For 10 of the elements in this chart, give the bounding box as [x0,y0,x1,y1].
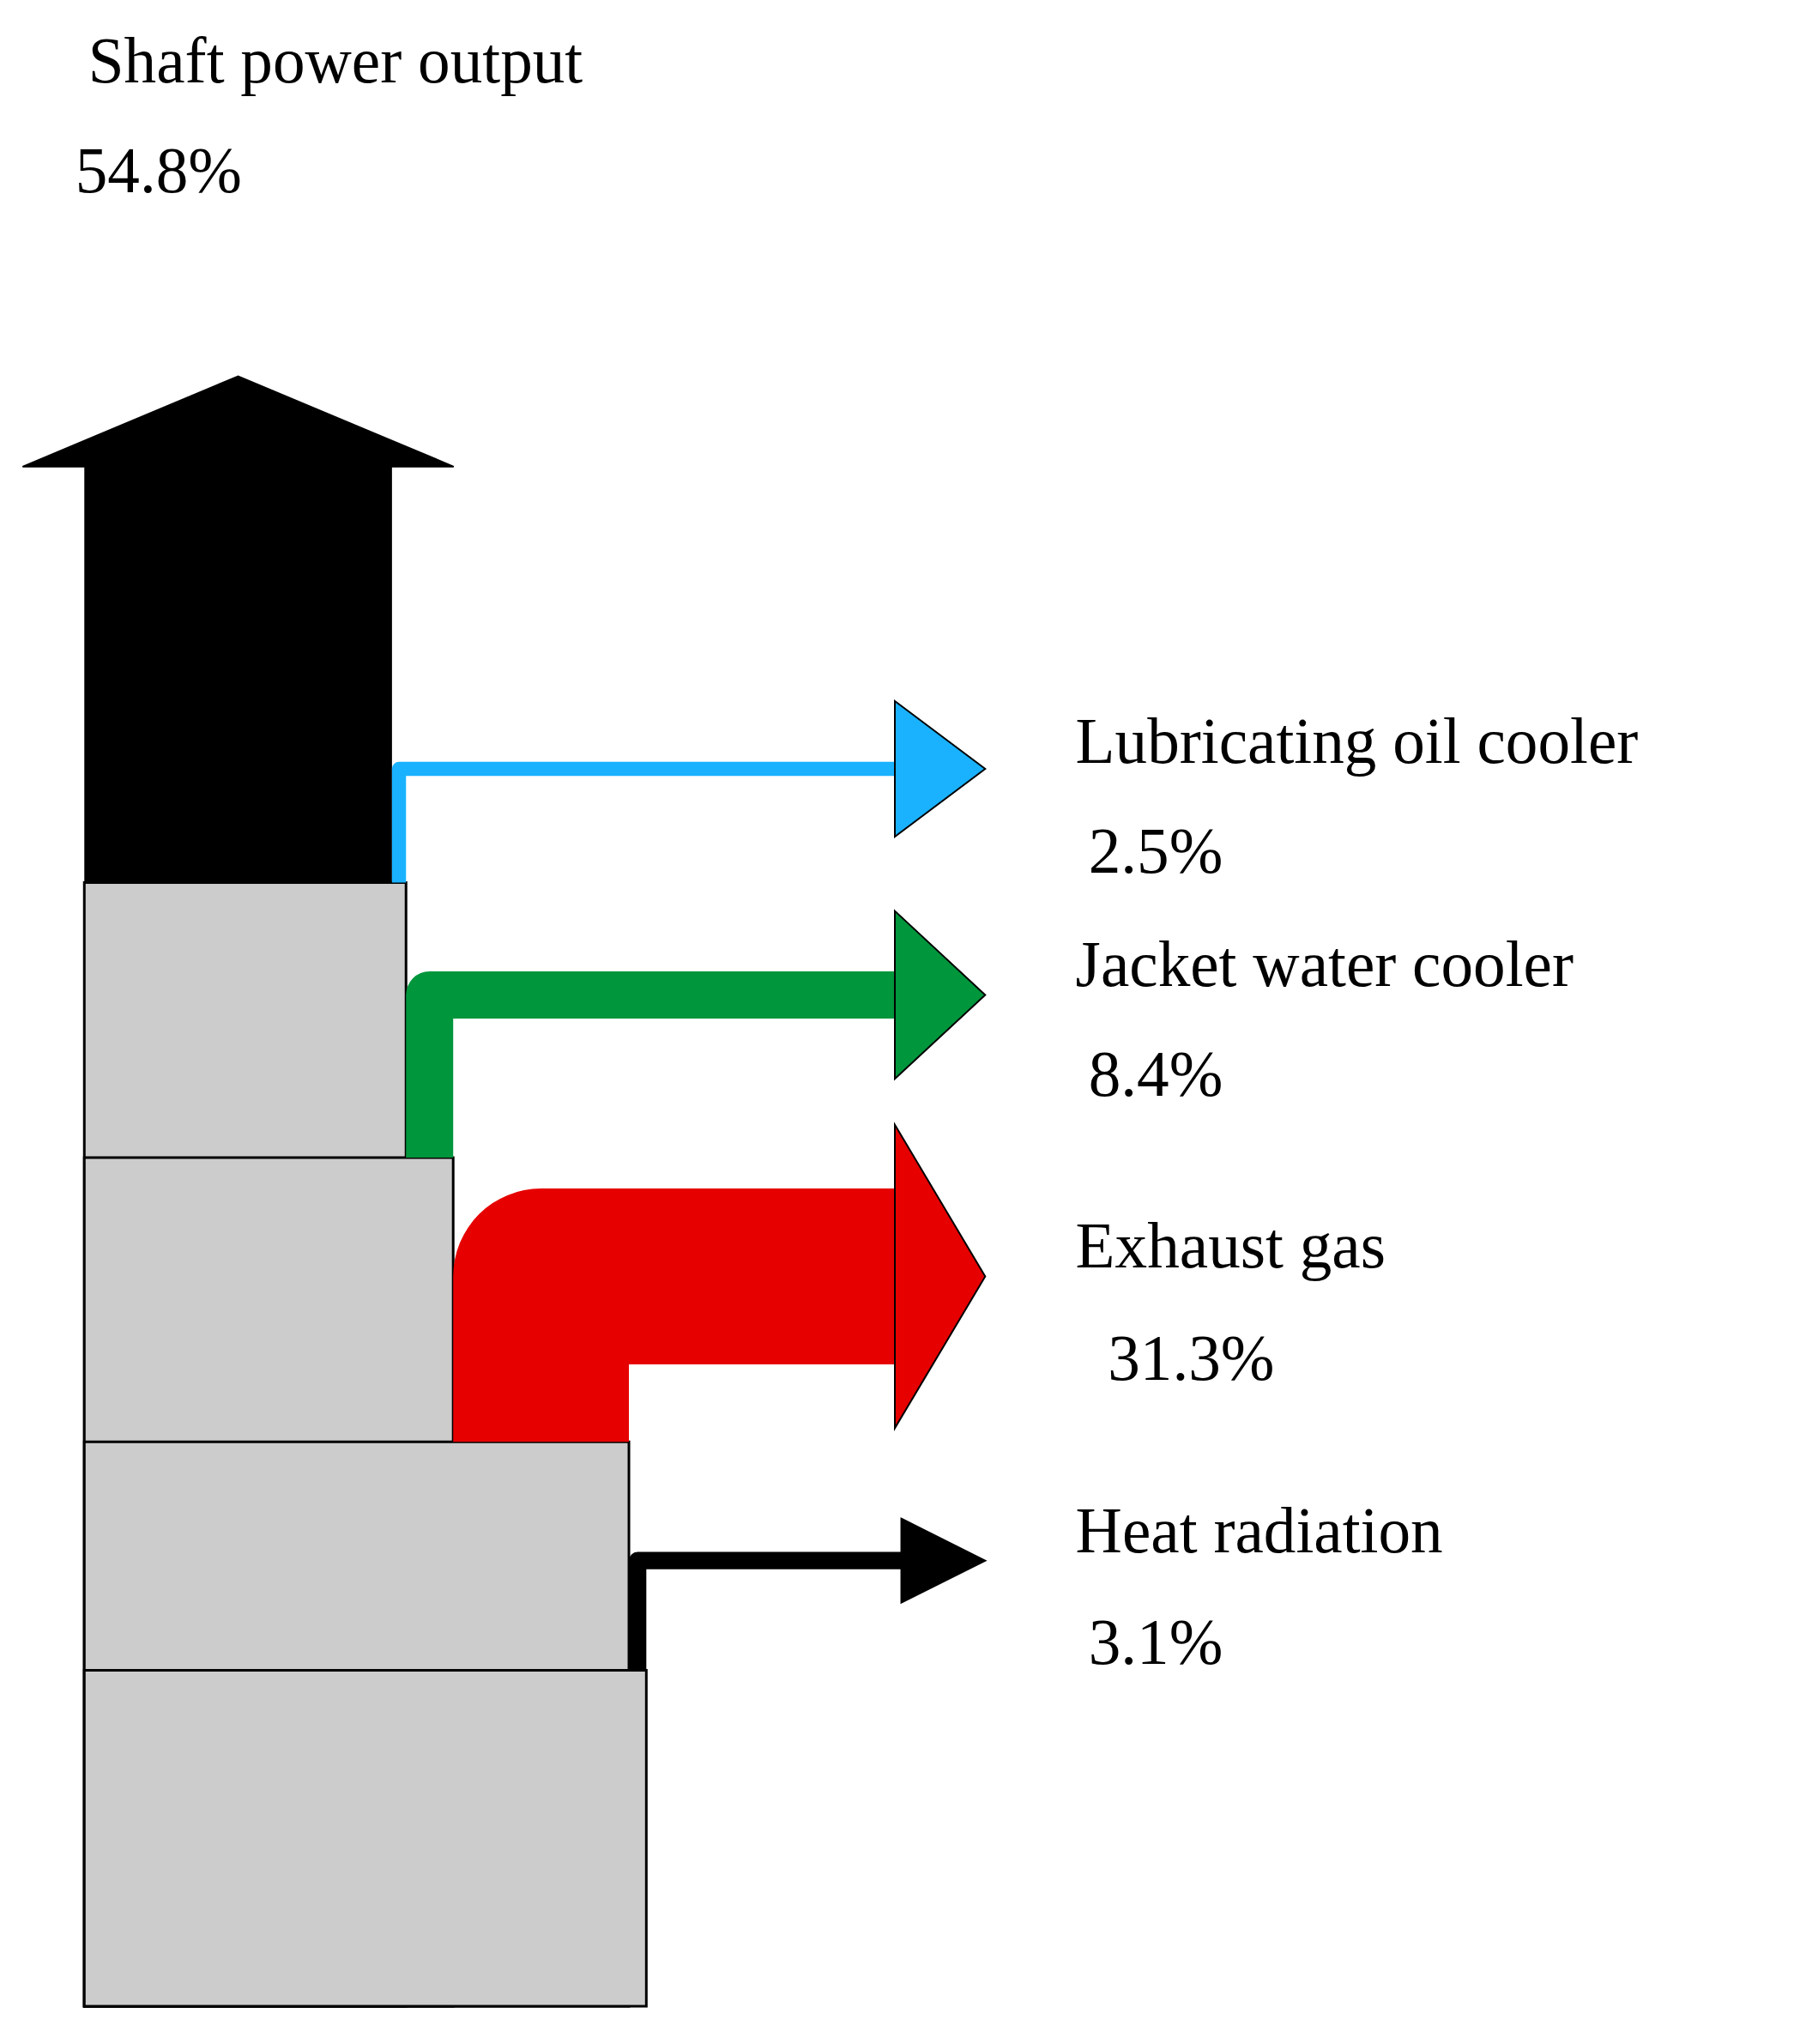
data-label: 31.3% [1108,1322,1275,1394]
category-label: Jacket water cooler [1075,928,1574,1001]
data-label: 8.4% [1088,1038,1223,1110]
category-label: Shaft power output [88,24,583,96]
category-label: Exhaust gas [1075,1210,1386,1282]
category-label: Heat radiation [1075,1494,1443,1566]
data-label: 54.8% [75,134,243,206]
category-label: Lubricating oil cooler [1075,705,1639,777]
data-label: 2.5% [1088,814,1223,886]
data-label: 3.1% [1088,1606,1223,1678]
